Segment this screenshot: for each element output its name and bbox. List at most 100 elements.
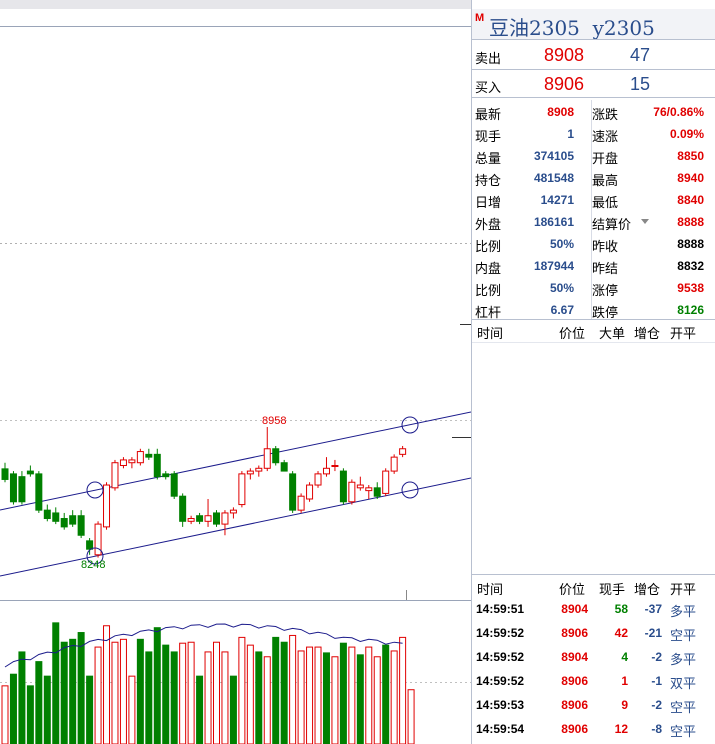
kline-chart-svg[interactable]: 8958 8248	[0, 0, 471, 744]
volume-bar	[373, 656, 381, 744]
high-price-label: 8958	[262, 415, 286, 427]
stat-label: 速涨	[592, 129, 619, 144]
tick-time: 14:59:53	[476, 698, 525, 712]
tick-price: 8904	[561, 650, 588, 664]
volume-bar	[365, 646, 373, 744]
buy-label: 买入	[475, 80, 502, 95]
stat-label: 内盘	[475, 261, 502, 276]
volume-bar	[1, 685, 9, 744]
low-price-label: 8248	[81, 559, 105, 571]
instrument-code: y2305	[592, 16, 655, 40]
stat-label: 开盘	[592, 151, 619, 166]
candle-body	[18, 476, 26, 503]
volume-bar	[43, 675, 51, 744]
candle-body	[204, 515, 212, 522]
divider	[472, 69, 715, 70]
candle-body	[128, 459, 136, 464]
candle-body	[136, 451, 144, 464]
tick-time: 14:59:51	[476, 602, 525, 616]
candle-body	[153, 453, 161, 478]
candle-body	[365, 487, 373, 492]
candle-body	[170, 473, 178, 497]
tick-row[interactable]: 14:59:54 8906 12 -8 空平	[472, 717, 715, 741]
volume-bar	[407, 689, 415, 744]
stat-label: 现手	[475, 129, 502, 144]
tick-row[interactable]: 14:59:52 8906 1 -1 双平	[472, 669, 715, 693]
tick-open-close: 空平	[670, 700, 697, 715]
volume-bar	[111, 641, 119, 744]
candle-body	[390, 456, 398, 472]
candle-body	[9, 473, 17, 503]
volume-bar	[145, 651, 153, 744]
candle-body	[196, 515, 204, 522]
volume-bar	[322, 652, 330, 744]
stat-value: 14271	[540, 193, 574, 207]
header-open-close: 开平	[670, 326, 697, 341]
tick-row[interactable]: 14:59:51 8904 58 -37 多平	[472, 597, 715, 621]
tick-time: 14:59:54	[476, 722, 525, 736]
tick-row[interactable]: 14:59:52 8904 4 -2 多平	[472, 645, 715, 669]
channel-marker	[86, 481, 104, 499]
candle-body	[119, 459, 127, 467]
header-big-order: 大单	[599, 326, 626, 341]
header-oi: 增仓	[634, 326, 661, 341]
candle-body	[162, 473, 170, 478]
candle-body	[314, 473, 322, 486]
candle-body	[348, 481, 356, 503]
header-time: 时间	[477, 582, 504, 597]
market-marker: M	[475, 12, 485, 24]
candle-body	[35, 473, 43, 511]
volume-bar	[263, 656, 271, 744]
stat-label: 涨跌	[592, 107, 619, 122]
channel-marker	[86, 547, 104, 565]
sell-quote-row: 卖出 8908 47	[472, 42, 715, 68]
buy-volume: 15	[629, 74, 650, 94]
instrument-name: 豆油2305	[489, 16, 580, 40]
volume-bar	[18, 651, 26, 744]
kline-chart[interactable]: 8958 8248	[0, 0, 471, 744]
header-time: 时间	[477, 326, 504, 341]
tick-open-close: 空平	[670, 724, 697, 739]
stat-label: 昨收	[592, 239, 619, 254]
tick-oi: -21	[644, 626, 662, 640]
volume-bar	[153, 627, 161, 744]
volume-bar	[128, 675, 136, 744]
candle-body	[86, 540, 94, 550]
volume-bar	[280, 641, 288, 744]
tick-hand: 1	[621, 674, 628, 688]
candle-body	[111, 462, 119, 489]
tick-oi: -8	[651, 722, 662, 736]
volume-bar	[399, 636, 407, 744]
stat-row: 内盘 187944 昨结 8832	[472, 254, 715, 276]
volume-bar	[331, 656, 339, 744]
candle-body	[221, 512, 229, 525]
candle-body	[255, 467, 263, 472]
instrument-title-row[interactable]: M 豆油2305 y2305	[472, 9, 715, 40]
sell-label: 卖出	[475, 51, 502, 66]
volume-bar	[221, 651, 229, 744]
stat-label: 跌停	[592, 305, 619, 320]
chevron-down-icon[interactable]	[641, 219, 649, 224]
tick-hand: 58	[614, 602, 628, 616]
stat-value: 8840	[677, 193, 704, 207]
tick-oi: -37	[644, 602, 662, 616]
volume-bar	[204, 651, 212, 744]
candle-body	[297, 495, 305, 511]
channel-marker	[401, 481, 419, 499]
stat-label: 结算价	[592, 217, 632, 232]
tick-row[interactable]: 14:59:52 8906 42 -21 空平	[472, 621, 715, 645]
tick-price: 8906	[561, 626, 588, 640]
tick-row[interactable]: 14:59:53 8906 9 -2 空平	[472, 693, 715, 717]
header-oi: 增仓	[634, 582, 661, 597]
candle-body	[77, 515, 85, 536]
volume-bar	[196, 675, 204, 744]
tick-price: 8904	[561, 602, 588, 616]
candle-body	[69, 515, 77, 525]
stat-value: 1	[567, 127, 574, 141]
volume-bar	[238, 636, 246, 744]
header-price: 价位	[559, 326, 586, 341]
tick-open-close: 多平	[670, 604, 697, 619]
volume-bar	[119, 638, 127, 744]
quote-panel: M 豆油2305 y2305 卖出 8908 47 买入 8906 15 最新 8…	[471, 0, 715, 744]
divider	[472, 319, 715, 320]
